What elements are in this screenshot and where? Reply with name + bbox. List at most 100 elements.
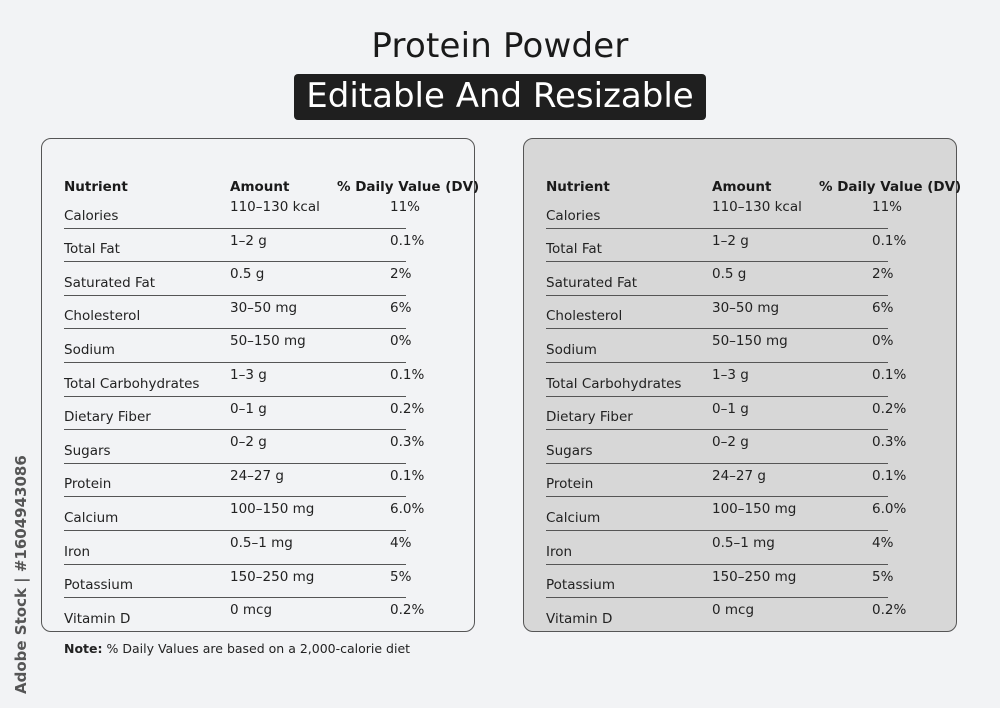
daily-value-cell: 0.1% [872,467,907,484]
footnote: Note: % Daily Values are based on a 2,00… [64,641,410,656]
stock-id-watermark: Adobe Stock | #1604943086 [12,455,30,694]
table-row: Potassium 150–250 mg 5% [64,565,411,599]
amount-cell: 1–3 g [712,366,749,383]
nutrient-cell: Vitamin D [546,610,613,627]
nutrient-cell: Dietary Fiber [64,409,151,426]
daily-value-cell: 6% [390,299,412,316]
page-title: Protein Powder [371,26,629,66]
table-row: Saturated Fat 0.5 g 2% [546,262,893,296]
header-daily-value: % Daily Value (DV) [819,179,962,195]
table-row: Calcium 100–150 mg 6.0% [64,497,424,531]
amount-cell: 30–50 mg [712,299,780,316]
header-nutrient: Nutrient [546,179,610,195]
amount-cell: 0.5–1 mg [712,534,775,551]
nutrient-cell: Calories [546,207,601,224]
amount-cell: 50–150 mg [712,333,788,350]
table-row: Calories 110–130 kcal 11% [64,195,420,229]
amount-cell: 0 mcg [230,602,273,619]
table-row: Sodium 50–150 mg 0% [546,329,893,363]
amount-cell: 100–150 mg [230,501,315,518]
header-amount: Amount [230,179,290,195]
table-row: Cholesterol 30–50 mg 6% [64,296,411,330]
table-row: Total Carbohydrates 1–3 g 0.1% [64,363,424,397]
daily-value-cell: 2% [390,266,412,283]
table-row: Total Fat 1–2 g 0.1% [64,229,424,263]
table-row: Protein 24–27 g 0.1% [64,464,424,498]
nutrient-cell: Saturated Fat [64,274,156,291]
table-row: Sugars 0–2 g 0.3% [546,430,906,464]
table-row: Saturated Fat 0.5 g 2% [64,262,411,296]
amount-cell: 110–130 kcal [230,199,320,215]
nutrient-cell: Calcium [64,509,119,526]
table-row: Calories 110–130 kcal 11% [546,195,902,229]
table-row: Protein 24–27 g 0.1% [546,464,906,498]
daily-value-cell: 11% [872,199,903,215]
nutrient-cell: Total Fat [546,241,602,258]
nutrition-table-gray: Nutrient Amount % Daily Value (DV) Calor… [523,138,961,632]
nutrient-cell: Calories [64,207,119,224]
table-row: Dietary Fiber 0–1 g 0.2% [546,397,906,431]
table-row: Sugars 0–2 g 0.3% [64,430,424,464]
daily-value-cell: 0% [872,333,894,350]
daily-value-cell: 2% [872,266,894,283]
amount-cell: 0.5 g [230,266,265,283]
amount-cell: 50–150 mg [230,333,306,350]
daily-value-cell: 6.0% [390,501,425,518]
daily-value-cell: 0.2% [390,602,425,619]
nutrient-cell: Cholesterol [64,308,141,325]
nutrient-cell: Saturated Fat [546,274,638,291]
daily-value-cell: 0.3% [872,434,907,451]
amount-cell: 24–27 g [712,467,766,484]
table-row: Iron 0.5–1 mg 4% [546,531,893,565]
amount-cell: 0.5 g [712,266,747,283]
amount-cell: 150–250 mg [712,568,797,585]
amount-cell: 0–1 g [230,400,267,417]
daily-value-cell: 4% [872,534,894,551]
daily-value-cell: 0.2% [872,602,907,619]
nutrient-cell: Protein [64,476,112,493]
amount-cell: 24–27 g [230,467,284,484]
table-row: Calcium 100–150 mg 6.0% [546,497,906,531]
daily-value-cell: 0.2% [390,400,425,417]
nutrient-cell: Total Carbohydrates [64,375,200,392]
nutrient-cell: Total Fat [64,241,120,258]
nutrient-cell: Potassium [64,577,134,594]
table-rows: Calories 110–130 kcal 11% Total Fat 1–2 g 0.1… [546,195,906,632]
table-row: Total Fat 1–2 g 0.1% [546,229,906,263]
table-row: Cholesterol 30–50 mg 6% [546,296,893,330]
table-row: Vitamin D 0 mcg 0.2% [546,598,906,632]
daily-value-cell: 6% [872,299,894,316]
amount-cell: 100–150 mg [712,501,797,518]
table-row: Sodium 50–150 mg 0% [64,329,411,363]
table-row: Total Carbohydrates 1–3 g 0.1% [546,363,906,397]
nutrient-cell: Sugars [546,442,593,459]
amount-cell: 0.5–1 mg [230,534,293,551]
daily-value-cell: 0.1% [390,366,425,383]
nutrient-cell: Iron [64,543,91,560]
nutrient-cell: Total Carbohydrates [546,375,682,392]
amount-cell: 1–2 g [712,232,749,249]
nutrient-cell: Vitamin D [64,610,131,627]
amount-cell: 1–2 g [230,232,267,249]
amount-cell: 0 mcg [712,602,755,619]
table-row: Iron 0.5–1 mg 4% [64,531,411,565]
nutrient-cell: Cholesterol [546,308,623,325]
table-row: Vitamin D 0 mcg 0.2% [64,598,424,632]
nutrient-cell: Sodium [64,341,115,358]
daily-value-cell: 11% [390,199,421,215]
note-label: Note: [64,641,103,656]
amount-cell: 30–50 mg [230,299,298,316]
header-nutrient: Nutrient [64,179,128,195]
daily-value-cell: 5% [872,568,894,585]
nutrient-cell: Dietary Fiber [546,409,633,426]
table-row: Dietary Fiber 0–1 g 0.2% [64,397,424,431]
header-amount: Amount [712,179,772,195]
amount-cell: 0–2 g [230,434,267,451]
daily-value-cell: 0.1% [390,232,425,249]
daily-value-cell: 0.1% [390,467,425,484]
nutrient-cell: Protein [546,476,594,493]
daily-value-cell: 5% [390,568,412,585]
daily-value-cell: 4% [390,534,412,551]
daily-value-cell: 0% [390,333,412,350]
nutrition-table-light: Nutrient Amount % Daily Value (DV) Calor… [41,138,479,632]
